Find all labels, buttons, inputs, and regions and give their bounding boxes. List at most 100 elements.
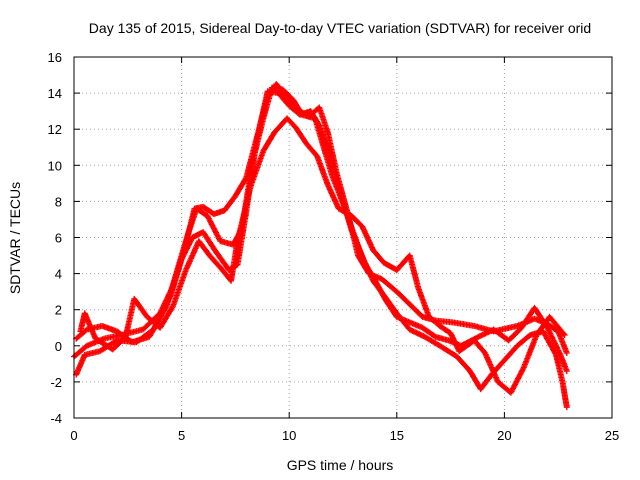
interpolated-markers [243, 127, 262, 180]
interpolated-markers [123, 297, 137, 339]
interpolated-markers [521, 333, 540, 369]
y-tick-label: -4 [50, 411, 62, 426]
interpolated-markers [423, 334, 442, 348]
data-point [561, 331, 568, 338]
interpolated-markers [134, 327, 156, 345]
interpolated-markers [547, 315, 567, 337]
interpolated-markers [455, 354, 472, 373]
interpolated-markers [110, 334, 128, 352]
interpolated-markers [545, 326, 563, 357]
interpolated-markers [256, 89, 271, 131]
interpolated-markers [314, 154, 331, 187]
interpolated-markers [100, 323, 119, 334]
data-point [475, 333, 482, 340]
interpolated-markers [222, 194, 238, 213]
interpolated-markers [448, 331, 462, 353]
interpolated-markers [168, 250, 187, 297]
interpolated-markers [434, 317, 455, 326]
y-tick-label: 14 [48, 86, 62, 101]
interpolated-markers [438, 323, 453, 336]
data-point [563, 350, 570, 357]
interpolated-markers [214, 250, 231, 272]
x-tick-label: 15 [390, 428, 404, 443]
interpolated-markers [276, 91, 292, 108]
interpolated-markers [508, 365, 527, 395]
interpolated-markers [451, 319, 476, 329]
interpolated-markers [349, 228, 363, 254]
interpolated-markers [371, 279, 386, 298]
x-tick-label: 10 [282, 428, 296, 443]
interpolated-markers [205, 214, 223, 243]
interpolated-markers [170, 268, 189, 308]
x-tick-label: 25 [605, 428, 619, 443]
interpolated-markers [420, 325, 438, 339]
interpolated-markers [93, 336, 115, 352]
interpolated-markers [472, 338, 488, 355]
y-tick-label: 0 [55, 339, 62, 354]
interpolated-markers [540, 329, 559, 357]
interpolated-markers [201, 230, 219, 254]
interpolated-markers [280, 87, 296, 103]
interpolated-markers [415, 286, 432, 319]
interpolated-markers [349, 213, 365, 229]
y-tick-label: 4 [55, 267, 62, 282]
interpolated-markers [371, 248, 386, 265]
interpolated-markers [293, 125, 309, 146]
interpolated-markers [467, 369, 483, 391]
interpolated-markers [261, 131, 277, 153]
x-tick-label: 20 [497, 428, 511, 443]
interpolated-markers [316, 106, 331, 135]
interpolated-markers [496, 379, 513, 395]
interpolated-markers [381, 293, 399, 315]
interpolated-markers [557, 353, 570, 373]
interpolated-markers [102, 332, 123, 342]
interpolated-markers [394, 289, 412, 307]
interpolated-markers [285, 116, 298, 130]
interpolated-markers [408, 327, 427, 340]
interpolated-markers [407, 254, 421, 290]
interpolated-markers [183, 239, 202, 272]
interpolated-markers [196, 239, 212, 258]
interpolated-markers [181, 207, 198, 254]
interpolated-markers [157, 304, 176, 330]
interpolated-markers [72, 343, 89, 359]
data-series-4 [77, 115, 568, 396]
interpolated-markers [145, 314, 162, 330]
interpolated-markers [491, 327, 511, 343]
x-tick-label: 0 [70, 428, 77, 443]
chart-title: Day 135 of 2015, Sidereal Day-to-day VTE… [89, 20, 591, 36]
interpolated-markers [321, 145, 335, 178]
interpolated-markers [207, 253, 225, 272]
interpolated-markers [337, 206, 354, 219]
interpolated-markers [74, 327, 89, 341]
interpolated-markers [228, 239, 241, 283]
interpolated-markers [434, 334, 450, 343]
interpolated-markers [327, 153, 344, 196]
interpolated-markers [379, 277, 399, 294]
y-tick-label: 6 [55, 231, 62, 246]
y-tick-label: 10 [48, 158, 62, 173]
y-tick-label: -2 [50, 375, 62, 390]
interpolated-markers [272, 116, 290, 135]
interpolated-markers [438, 343, 459, 359]
interpolated-markers [515, 333, 533, 348]
interpolated-markers [407, 302, 425, 319]
interpolated-markers [457, 338, 476, 354]
y-tick-label: 2 [55, 303, 62, 318]
interpolated-markers [132, 297, 150, 319]
interpolated-markers [394, 253, 412, 272]
interpolated-markers [316, 124, 333, 156]
y-tick-label: 12 [48, 122, 62, 137]
interpolated-markers [394, 311, 412, 332]
interpolated-markers [357, 250, 376, 283]
interpolated-markers [478, 372, 494, 391]
x-axis-label: GPS time / hours [287, 457, 394, 473]
interpolated-markers [427, 314, 442, 328]
interpolated-markers [502, 343, 520, 363]
interpolated-markers [308, 109, 322, 128]
interpolated-markers [555, 329, 570, 355]
y-tick-label: 16 [48, 50, 62, 65]
data-point [563, 368, 570, 375]
interpolated-markers [482, 351, 501, 384]
interpolated-markers [248, 149, 266, 189]
